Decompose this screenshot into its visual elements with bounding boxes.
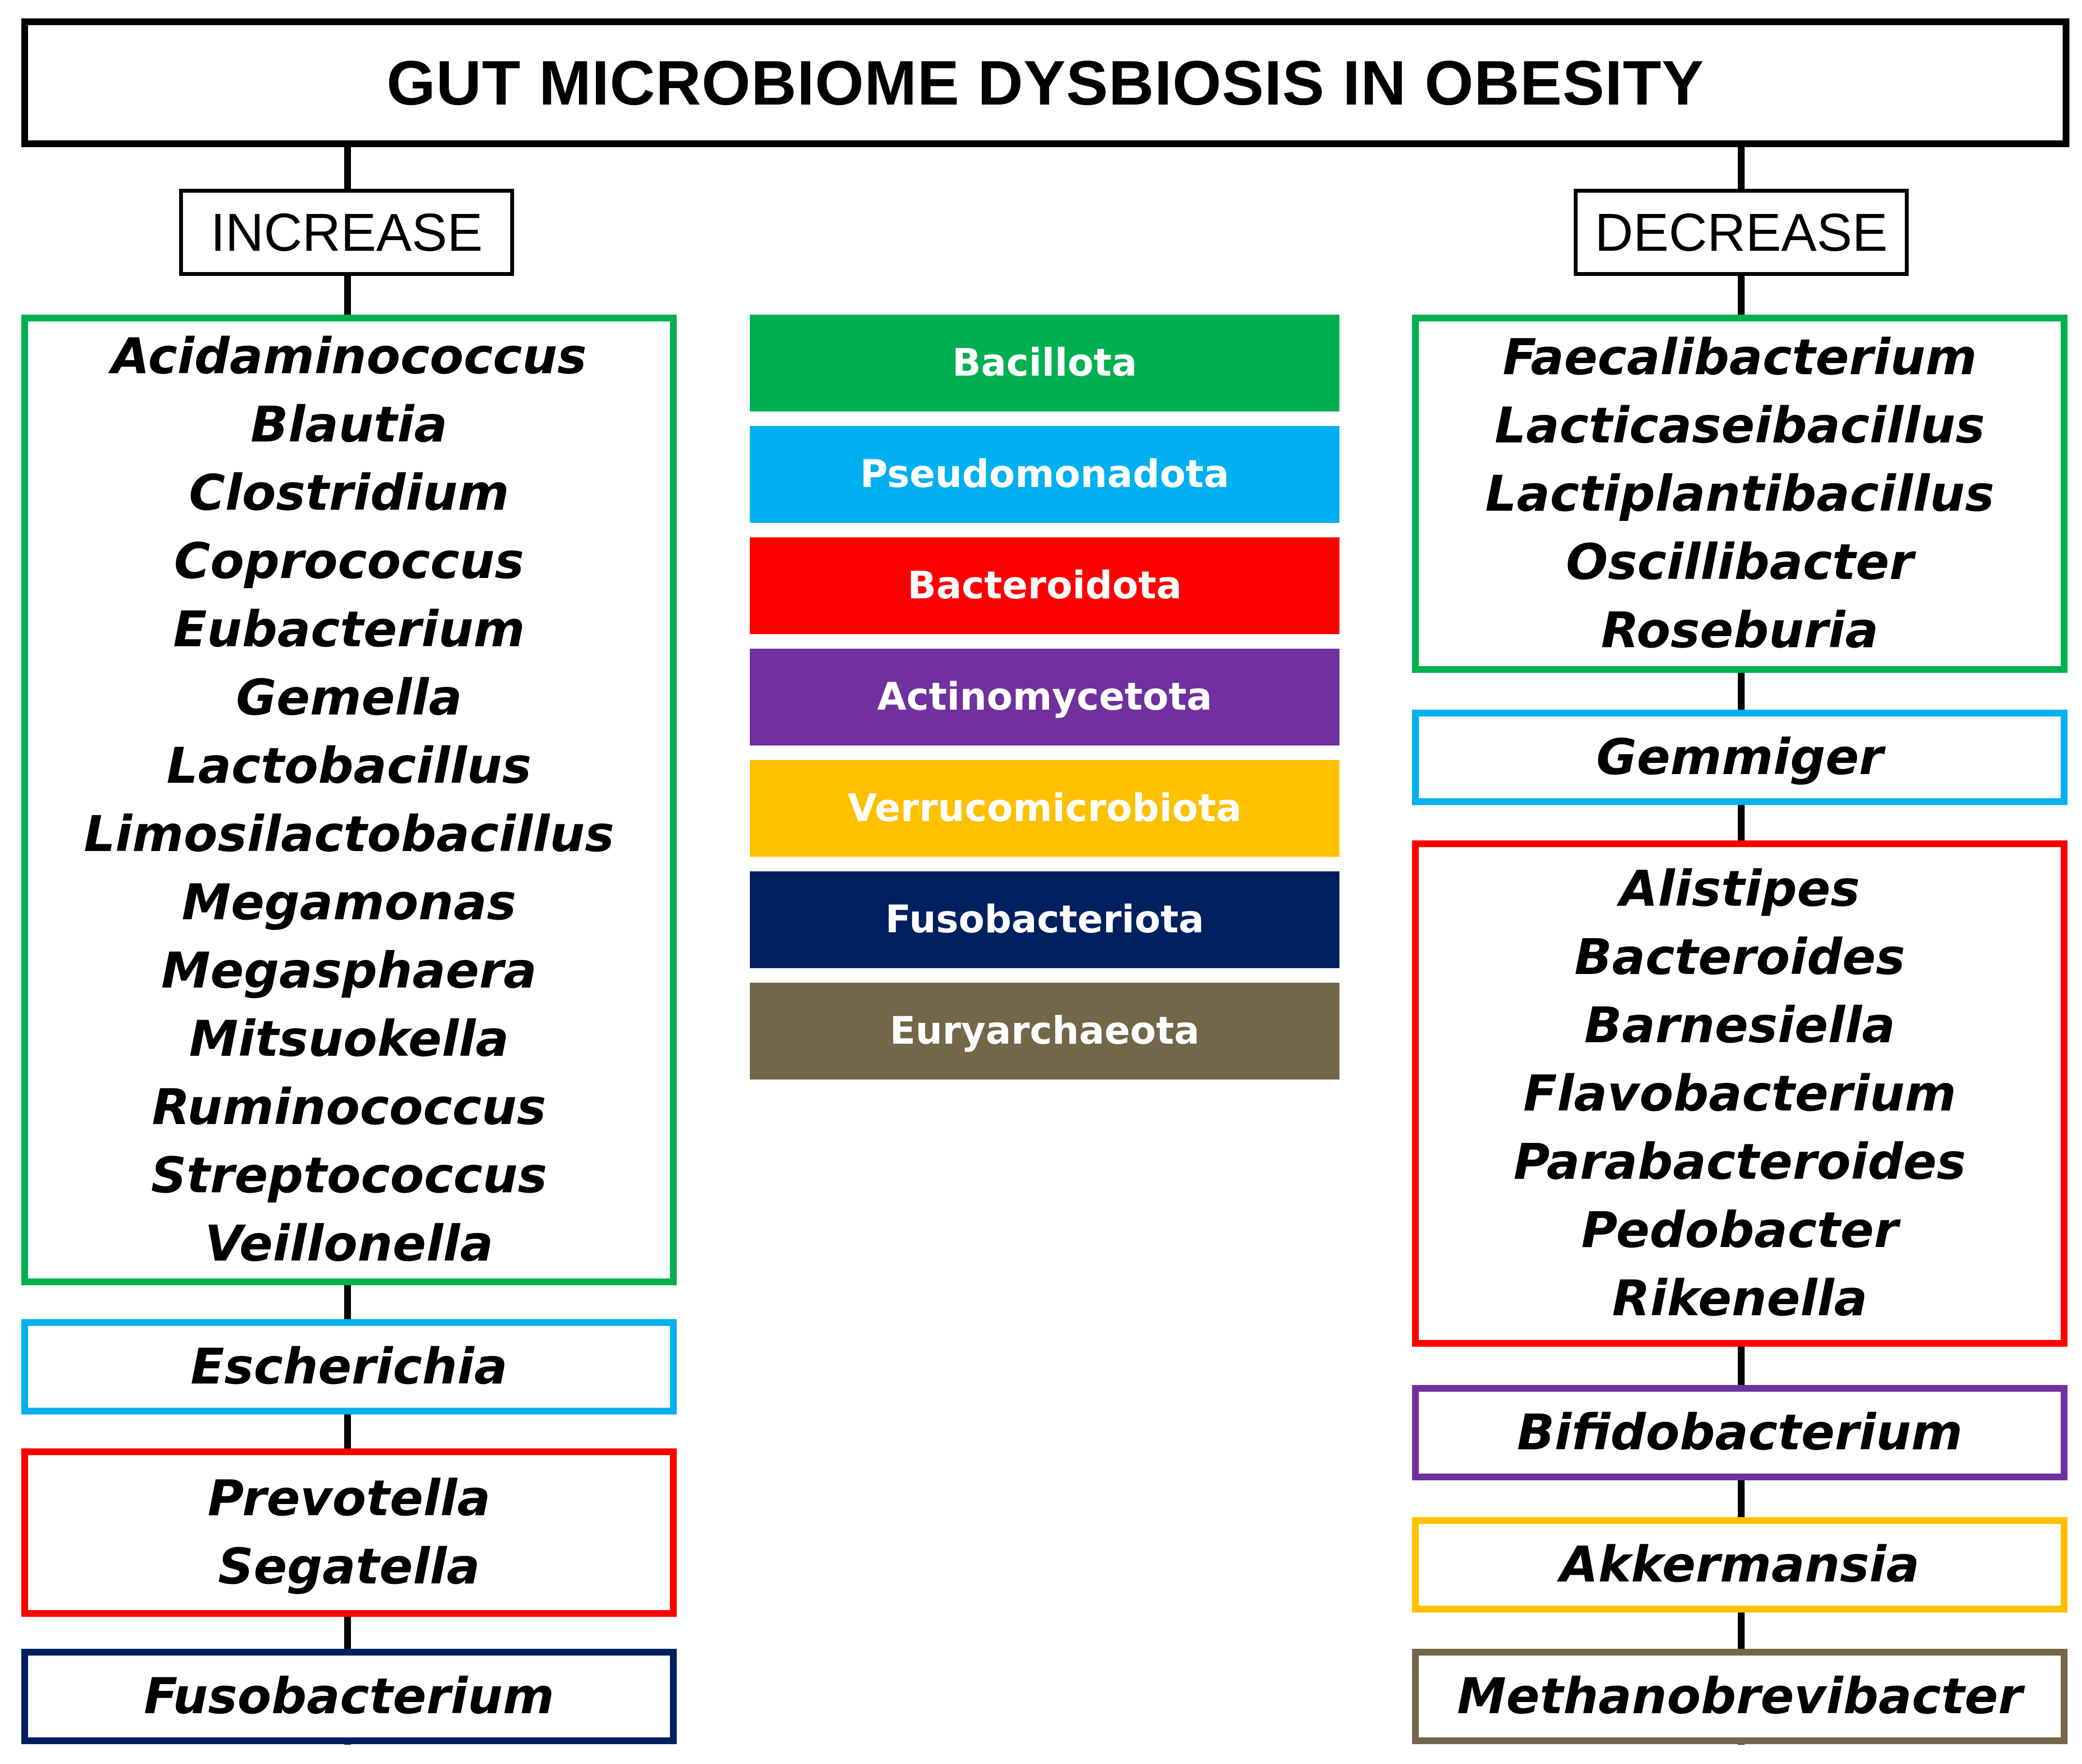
genus-label: Mitsuokella bbox=[189, 1010, 509, 1068]
genus-label: Lacticaseibacillus bbox=[1494, 396, 1985, 455]
genus-label: Eubacterium bbox=[173, 600, 525, 658]
genus-label: Acidaminococcus bbox=[111, 327, 587, 385]
genus-label: Megamonas bbox=[182, 873, 517, 931]
genus-label: Roseburia bbox=[1601, 601, 1879, 659]
title-box: GUT MICROBIOME DYSBIOSIS IN OBESITY bbox=[21, 18, 2069, 147]
genus-label: Rikenella bbox=[1612, 1269, 1868, 1327]
genus-label: Escherichia bbox=[190, 1338, 508, 1396]
legend-label: Euryarchaeota bbox=[889, 1009, 1200, 1053]
genus-label: Gemmiger bbox=[1596, 729, 1884, 786]
decrease-group-bacillota: Faecalibacterium Lacticaseibacillus Lact… bbox=[1412, 315, 2067, 673]
increase-label: INCREASE bbox=[210, 202, 483, 262]
increase-header: INCREASE bbox=[179, 189, 514, 276]
genus-label: Segatella bbox=[218, 1538, 480, 1596]
genus-label: Akkermansia bbox=[1560, 1536, 1920, 1594]
genus-label: Oscillibacter bbox=[1565, 533, 1914, 591]
genus-label: Flavobacterium bbox=[1523, 1064, 1957, 1123]
legend-euryarchaeota: Euryarchaeota bbox=[750, 983, 1339, 1080]
legend-bacteroidota: Bacteroidota bbox=[750, 537, 1339, 634]
increase-group-bacteroidota: Prevotella Segatella bbox=[21, 1448, 677, 1617]
legend-label: Actinomycetota bbox=[877, 675, 1212, 719]
decrease-group-gemmiger: Gemmiger bbox=[1412, 710, 2067, 805]
legend-actinomycetota: Actinomycetota bbox=[750, 649, 1339, 745]
legend-bacillota: Bacillota bbox=[750, 315, 1339, 411]
legend-label: Verrucomicrobiota bbox=[848, 787, 1242, 830]
genus-label: Veillonella bbox=[204, 1215, 494, 1273]
genus-label: Bacteroides bbox=[1574, 928, 1905, 986]
legend-fusobacteriota: Fusobacteriota bbox=[750, 871, 1339, 968]
genus-label: Lactiplantibacillus bbox=[1485, 465, 1994, 523]
genus-label: Bifidobacterium bbox=[1517, 1404, 1963, 1461]
genus-label: Pedobacter bbox=[1581, 1201, 1899, 1259]
genus-label: Methanobrevibacter bbox=[1457, 1668, 2023, 1725]
genus-label: Parabacteroides bbox=[1513, 1133, 1966, 1191]
genus-label: Lactobacillus bbox=[167, 737, 532, 795]
increase-group-fusobacteriota: Fusobacterium bbox=[21, 1649, 677, 1744]
legend-pseudomonadota: Pseudomonadota bbox=[750, 426, 1339, 523]
genus-label: Ruminococcus bbox=[152, 1078, 547, 1136]
genus-label: Prevotella bbox=[207, 1470, 491, 1527]
legend-label: Pseudomonadota bbox=[860, 453, 1230, 496]
genus-label: Streptococcus bbox=[151, 1146, 547, 1204]
legend-label: Bacteroidota bbox=[907, 564, 1182, 608]
decrease-group-bacteroidota: Alistipes Bacteroides Barnesiella Flavob… bbox=[1412, 840, 2067, 1347]
genus-label: Megasphaera bbox=[161, 942, 537, 1000]
genus-label: Coprococcus bbox=[174, 532, 524, 590]
genus-label: Blautia bbox=[250, 395, 448, 454]
increase-group-pseudomonadota: Escherichia bbox=[21, 1319, 677, 1414]
decrease-group-euryarchaeota: Methanobrevibacter bbox=[1412, 1649, 2067, 1744]
legend-label: Fusobacteriota bbox=[885, 898, 1204, 942]
genus-label: Gemella bbox=[236, 669, 462, 727]
genus-label: Faecalibacterium bbox=[1503, 328, 1977, 386]
genus-label: Fusobacterium bbox=[144, 1668, 554, 1725]
decrease-header: DECREASE bbox=[1574, 189, 1909, 276]
increase-group-bacillota: Acidaminococcus Blautia Clostridium Copr… bbox=[21, 315, 677, 1285]
legend-label: Bacillota bbox=[952, 341, 1138, 385]
decrease-label: DECREASE bbox=[1595, 202, 1888, 262]
genus-label: Clostridium bbox=[189, 464, 509, 522]
genus-label: Limosilactobacillus bbox=[84, 805, 614, 863]
genus-label: Barnesiella bbox=[1584, 996, 1896, 1054]
genus-label: Alistipes bbox=[1619, 860, 1860, 918]
decrease-group-verrucomicrobiota: Akkermansia bbox=[1412, 1517, 2067, 1612]
diagram-title: GUT MICROBIOME DYSBIOSIS IN OBESITY bbox=[386, 47, 1704, 118]
decrease-group-actinomycetota: Bifidobacterium bbox=[1412, 1385, 2067, 1480]
legend-verrucomicrobiota: Verrucomicrobiota bbox=[750, 760, 1339, 857]
